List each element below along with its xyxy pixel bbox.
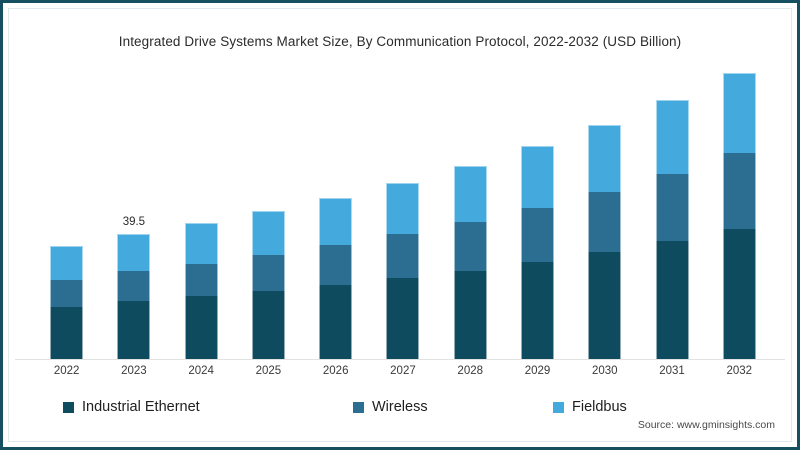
bar-column-2031[interactable] xyxy=(639,73,706,359)
bar-segment-industrial-ethernet[interactable] xyxy=(588,252,622,359)
bar-segment-industrial-ethernet[interactable] xyxy=(453,270,487,359)
legend-swatch-icon xyxy=(553,401,564,413)
bar-column-2028[interactable] xyxy=(437,73,504,359)
plot-area: 39.5 xyxy=(33,72,773,359)
x-axis-baseline xyxy=(15,359,785,360)
bar-segment-industrial-ethernet[interactable] xyxy=(386,278,420,359)
legend-item-fieldbus[interactable]: Fieldbus xyxy=(553,399,627,415)
bar-column-2025[interactable] xyxy=(235,73,302,359)
bar-segment-wireless[interactable] xyxy=(722,153,756,230)
bar-segment-fieldbus[interactable] xyxy=(520,146,554,209)
bar-segment-industrial-ethernet[interactable] xyxy=(117,301,151,359)
x-tick-2028: 2028 xyxy=(457,365,484,377)
bar-column-2029[interactable] xyxy=(504,73,571,359)
bar-segment-fieldbus[interactable] xyxy=(319,197,353,246)
bar-segment-fieldbus[interactable] xyxy=(251,211,285,256)
bar-stack xyxy=(386,182,420,359)
bar-segment-industrial-ethernet[interactable] xyxy=(722,229,756,359)
legend-item-wireless[interactable]: Wireless xyxy=(353,399,553,415)
x-tick-2030: 2030 xyxy=(591,365,618,377)
bar-stack xyxy=(520,146,554,359)
bar-value-label: 39.5 xyxy=(122,216,146,229)
bar-segment-wireless[interactable] xyxy=(655,173,689,242)
bar-segment-fieldbus[interactable] xyxy=(386,182,420,235)
bar-column-2032[interactable] xyxy=(706,72,773,359)
x-tick-2024: 2024 xyxy=(188,365,214,377)
x-axis-labels: 2022 2023 2024 2025 2026 2027 2028 2029 2030 2031… xyxy=(33,365,773,377)
bar-segment-wireless[interactable] xyxy=(50,279,84,307)
chart-legend: Industrial Ethernet Wireless Fieldbus xyxy=(63,399,683,415)
bar-column-2022[interactable] xyxy=(33,73,100,359)
bar-segment-industrial-ethernet[interactable] xyxy=(184,296,218,359)
legend-swatch-icon xyxy=(353,401,364,413)
bar-segment-wireless[interactable] xyxy=(520,208,554,263)
x-tick-2025: 2025 xyxy=(255,365,282,377)
bar-stack xyxy=(251,211,285,359)
chart-title: Integrated Drive Systems Market Size, By… xyxy=(118,34,682,49)
bar-segment-industrial-ethernet[interactable] xyxy=(655,241,689,359)
bar-segment-wireless[interactable] xyxy=(117,271,151,302)
bar-column-2024[interactable] xyxy=(168,73,235,359)
bar-stack xyxy=(588,124,622,359)
x-tick-2026: 2026 xyxy=(322,365,349,377)
bar-stack xyxy=(319,197,353,359)
legend-label: Industrial Ethernet xyxy=(82,399,200,415)
bar-segment-fieldbus[interactable] xyxy=(184,223,218,264)
bar-segment-fieldbus[interactable] xyxy=(655,100,689,174)
bar-segment-industrial-ethernet[interactable] xyxy=(319,284,353,359)
bar-segment-wireless[interactable] xyxy=(453,222,487,271)
bar-segment-industrial-ethernet[interactable] xyxy=(50,306,84,359)
bar-segment-wireless[interactable] xyxy=(251,255,285,291)
x-tick-2027: 2027 xyxy=(390,365,416,377)
bar-segment-fieldbus[interactable] xyxy=(50,246,84,280)
bar-segment-industrial-ethernet[interactable] xyxy=(251,291,285,359)
x-tick-2023: 2023 xyxy=(121,365,147,377)
bar-segment-wireless[interactable] xyxy=(588,191,622,253)
bar-column-2027[interactable] xyxy=(369,73,436,359)
source-note: Source: www.gminsights.com xyxy=(637,419,775,431)
bar-segment-wireless[interactable] xyxy=(319,245,353,285)
legend-item-industrial-ethernet[interactable]: Industrial Ethernet xyxy=(63,399,353,415)
bar-column-2023[interactable]: 39.5 xyxy=(100,73,167,359)
bar-stack xyxy=(453,165,487,359)
legend-label: Wireless xyxy=(372,399,428,415)
legend-swatch-icon xyxy=(63,401,74,413)
x-tick-2022: 2022 xyxy=(53,365,80,377)
x-tick-2032: 2032 xyxy=(726,365,753,377)
bar-segment-fieldbus[interactable] xyxy=(117,233,151,272)
bar-segment-wireless[interactable] xyxy=(184,263,218,297)
bar-stack xyxy=(184,223,218,359)
bar-stack xyxy=(50,246,84,359)
bar-stack xyxy=(655,100,689,359)
bar-segment-fieldbus[interactable] xyxy=(453,165,487,223)
bar-stack xyxy=(722,72,756,359)
x-tick-2029: 2029 xyxy=(524,365,551,377)
x-tick-2031: 2031 xyxy=(659,365,685,377)
bar-column-2026[interactable] xyxy=(302,73,369,359)
bar-stack xyxy=(117,233,151,359)
bar-segment-wireless[interactable] xyxy=(386,234,420,279)
bar-segment-industrial-ethernet[interactable] xyxy=(520,262,554,359)
legend-label: Fieldbus xyxy=(572,399,627,415)
bars-row: 39.5 xyxy=(33,72,773,359)
bar-segment-fieldbus[interactable] xyxy=(722,72,756,154)
bar-segment-fieldbus[interactable] xyxy=(588,124,622,192)
bar-column-2030[interactable] xyxy=(571,73,638,359)
